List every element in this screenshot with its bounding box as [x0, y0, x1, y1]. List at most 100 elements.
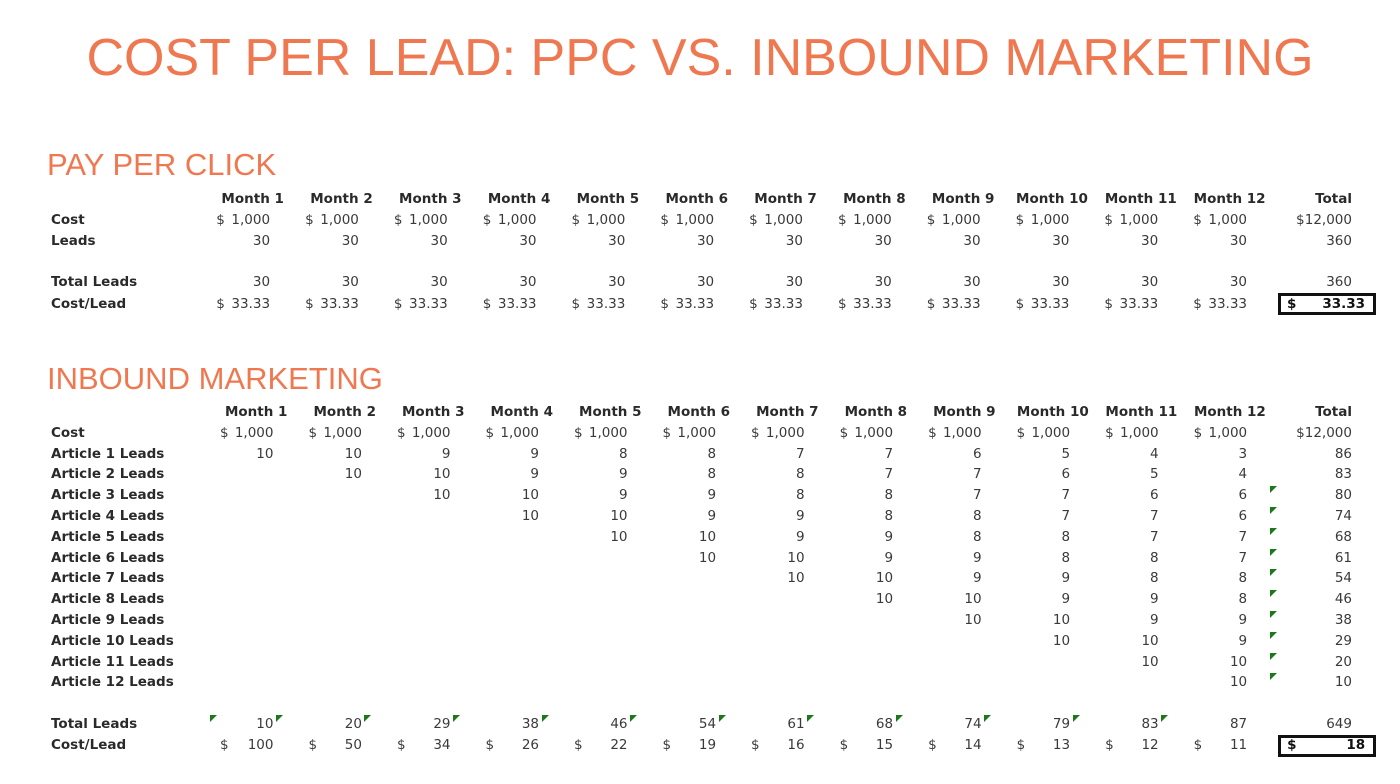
- cell[interactable]: $1,000: [830, 210, 919, 231]
- cell[interactable]: [212, 464, 301, 485]
- cell[interactable]: [478, 568, 567, 589]
- cell[interactable]: 10: [209, 714, 301, 735]
- total-cell[interactable]: 86: [1274, 444, 1400, 465]
- cell[interactable]: 10: [920, 589, 1009, 610]
- cell[interactable]: 10: [566, 527, 655, 548]
- cell[interactable]: 30: [475, 231, 564, 252]
- cell[interactable]: [920, 631, 1009, 652]
- cell[interactable]: [566, 652, 655, 673]
- cell[interactable]: $33.33: [1096, 293, 1185, 315]
- cell[interactable]: $1,000: [478, 423, 567, 444]
- cell[interactable]: 30: [208, 231, 297, 252]
- cell[interactable]: [566, 548, 655, 569]
- cell[interactable]: [389, 672, 478, 693]
- cell[interactable]: $33.33: [1008, 293, 1097, 315]
- cell[interactable]: 10: [655, 548, 744, 569]
- cell[interactable]: 10: [1097, 652, 1186, 673]
- cell[interactable]: [212, 506, 301, 527]
- cell[interactable]: [478, 652, 567, 673]
- cell[interactable]: 9: [478, 444, 567, 465]
- cell[interactable]: [566, 589, 655, 610]
- cell[interactable]: [1097, 672, 1186, 693]
- total-cell[interactable]: $18: [1274, 734, 1400, 757]
- cell[interactable]: [212, 568, 301, 589]
- cell[interactable]: 7: [1186, 527, 1275, 548]
- total-cell[interactable]: $33.33: [1274, 292, 1400, 315]
- cell[interactable]: 7: [1009, 485, 1098, 506]
- cell[interactable]: 10: [1009, 631, 1098, 652]
- cell[interactable]: [743, 631, 832, 652]
- cell[interactable]: [655, 631, 744, 652]
- cell[interactable]: [566, 610, 655, 631]
- cell[interactable]: 4: [1097, 444, 1186, 465]
- total-cell[interactable]: 83: [1274, 464, 1400, 485]
- cell[interactable]: 30: [741, 272, 830, 293]
- cell[interactable]: [655, 568, 744, 589]
- cell[interactable]: 10: [1186, 672, 1275, 693]
- cell[interactable]: [300, 485, 389, 506]
- cell[interactable]: 8: [655, 464, 744, 485]
- cell[interactable]: $100: [212, 735, 301, 757]
- cell[interactable]: 7: [1097, 527, 1186, 548]
- cell[interactable]: $33.33: [475, 293, 564, 315]
- cell[interactable]: 7: [920, 464, 1009, 485]
- cell[interactable]: [212, 485, 301, 506]
- cell[interactable]: [743, 589, 832, 610]
- cell[interactable]: $1,000: [655, 423, 744, 444]
- cell[interactable]: 7: [743, 444, 832, 465]
- cell[interactable]: 9: [1009, 589, 1098, 610]
- cell[interactable]: 30: [386, 272, 475, 293]
- cell[interactable]: 30: [1096, 231, 1185, 252]
- cell[interactable]: [566, 631, 655, 652]
- total-cell[interactable]: 29: [1270, 631, 1400, 652]
- cell[interactable]: 30: [297, 272, 386, 293]
- cell[interactable]: 30: [1008, 231, 1097, 252]
- cell[interactable]: 4: [1186, 464, 1275, 485]
- cell[interactable]: [300, 652, 389, 673]
- cell[interactable]: 8: [920, 527, 1009, 548]
- cell[interactable]: 8: [832, 485, 921, 506]
- cell[interactable]: 8: [743, 485, 832, 506]
- cell[interactable]: $1,000: [1009, 423, 1098, 444]
- cell[interactable]: 10: [655, 527, 744, 548]
- cell[interactable]: 9: [920, 568, 1009, 589]
- cell[interactable]: [300, 548, 389, 569]
- cell[interactable]: 9: [1186, 610, 1275, 631]
- cell[interactable]: $12: [1097, 735, 1186, 757]
- cell[interactable]: [212, 610, 301, 631]
- cell[interactable]: 87: [1186, 714, 1275, 735]
- total-cell[interactable]: 649: [1274, 714, 1400, 735]
- cell[interactable]: [212, 672, 301, 693]
- cell[interactable]: 10: [743, 548, 832, 569]
- cell[interactable]: [300, 506, 389, 527]
- cell[interactable]: [300, 672, 389, 693]
- cell[interactable]: [389, 652, 478, 673]
- cell[interactable]: $1,000: [741, 210, 830, 231]
- cell[interactable]: 8: [1009, 548, 1098, 569]
- cell[interactable]: 10: [478, 506, 567, 527]
- cell[interactable]: [212, 631, 301, 652]
- total-cell[interactable]: $12,000: [1274, 423, 1400, 444]
- cell[interactable]: 10: [478, 485, 567, 506]
- cell[interactable]: $1,000: [566, 423, 655, 444]
- cell[interactable]: [212, 589, 301, 610]
- cell[interactable]: $26: [478, 735, 567, 757]
- cell[interactable]: 30: [1185, 231, 1274, 252]
- cell[interactable]: 9: [920, 548, 1009, 569]
- cell[interactable]: 7: [1009, 506, 1098, 527]
- cell[interactable]: $1,000: [919, 210, 1008, 231]
- cell[interactable]: 8: [832, 506, 921, 527]
- cell[interactable]: 6: [1009, 464, 1098, 485]
- cell[interactable]: 5: [1097, 464, 1186, 485]
- cell[interactable]: 30: [475, 272, 564, 293]
- cell[interactable]: 30: [830, 272, 919, 293]
- cell[interactable]: 7: [920, 485, 1009, 506]
- cell[interactable]: 8: [1009, 527, 1098, 548]
- cell[interactable]: 61: [743, 714, 832, 735]
- total-cell[interactable]: 74: [1270, 506, 1400, 527]
- cell[interactable]: [655, 652, 744, 673]
- cell[interactable]: 10: [743, 568, 832, 589]
- cell[interactable]: 30: [564, 231, 653, 252]
- cell[interactable]: 68: [832, 714, 921, 735]
- cell[interactable]: 10: [212, 444, 301, 465]
